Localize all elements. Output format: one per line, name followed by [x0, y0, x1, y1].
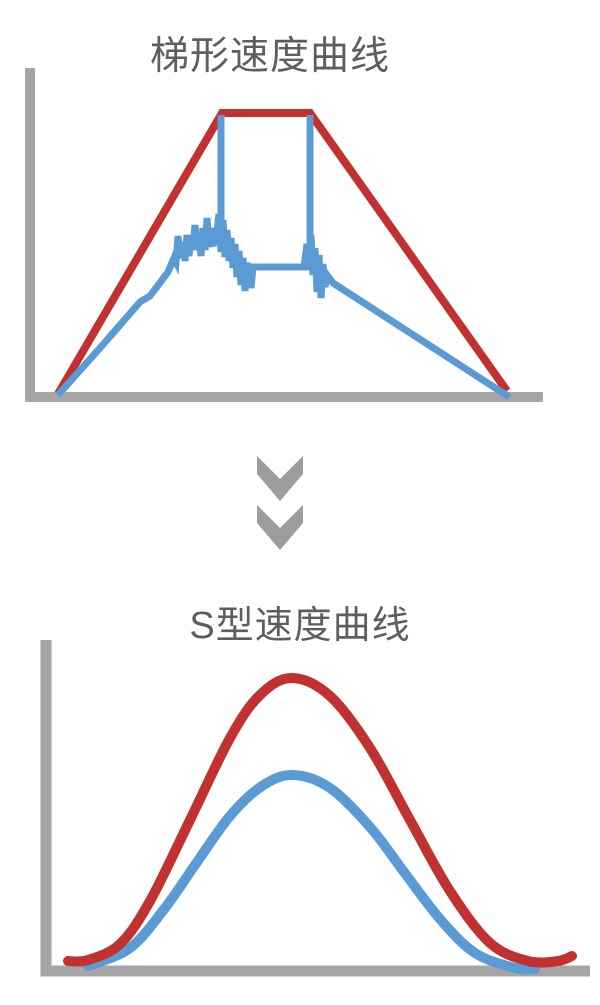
s-velocity-chart-axes	[40, 640, 590, 977]
trapezoid-velocity-chart-axes	[25, 68, 543, 402]
actual-speed-noisy-line	[55, 213, 511, 400]
trapezoid-chart-title: 梯形速度曲线	[149, 35, 390, 78]
s-curve-actual-speed-line	[83, 770, 540, 975]
chevron-down-icon	[257, 505, 303, 550]
trapezoid-chart	[25, 68, 543, 402]
s-curve-chart-title: S型速度曲线	[189, 605, 411, 647]
double-chevron-down-icon	[257, 456, 303, 550]
s-curve-command-speed-line	[63, 672, 577, 968]
command-trapezoid-line	[54, 109, 511, 397]
s-curve-chart	[40, 640, 590, 977]
chevron-down-icon	[257, 456, 303, 501]
